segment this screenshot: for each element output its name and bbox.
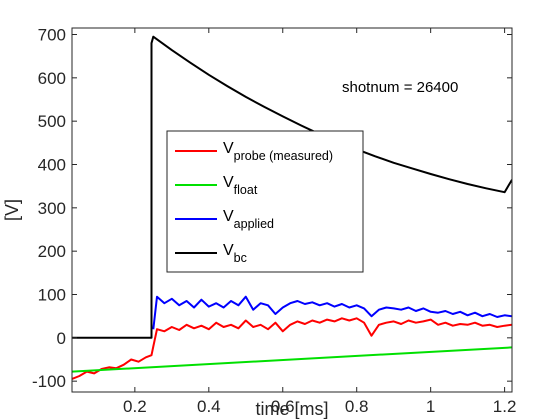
legend-box (166, 130, 364, 273)
y-tick-label: -100 (32, 372, 66, 391)
x-tick-label: 0.2 (123, 397, 147, 416)
ticks-layer: 0.2 0.4 0.6 0.8 1 1.2 -100 0 100 200 300 400 500 600 7… (32, 26, 516, 417)
series-line-probe (72, 317, 512, 380)
x-tick-label: 0.8 (345, 397, 369, 416)
y-tick-label: 200 (38, 242, 66, 261)
y-axis-label: [V] (2, 199, 22, 221)
x-tick-label: 1 (426, 397, 435, 416)
shotnum-annotation: shotnum = 26400 (342, 79, 458, 96)
legend-label-subscript: applied (234, 217, 274, 231)
x-axis-label: time [ms] (255, 399, 328, 419)
axes-layer (71, 27, 513, 393)
x-tick-label: 0.4 (197, 397, 221, 416)
x-tick-label: 1.2 (493, 397, 517, 416)
y-tick-label: 0 (57, 329, 66, 348)
legend-label-main: V (223, 208, 234, 225)
legend-label-probe: Vprobe (measured) (223, 140, 333, 163)
y-tick-label: 400 (38, 156, 66, 175)
y-tick-label: 300 (38, 199, 66, 218)
x-tick-label: 0.6 (271, 397, 295, 416)
legend-label-subscript: probe (measured) (234, 149, 333, 163)
axes-box (71, 27, 513, 393)
series-layer (72, 35, 512, 380)
legend-label-applied: Vapplied (223, 208, 274, 231)
y-tick-label: 100 (38, 286, 66, 305)
legend-label-float: Vfloat (223, 174, 258, 197)
legend-label-bc: Vbc (223, 242, 247, 265)
series-line-bc (72, 35, 512, 339)
legend-label-main: V (223, 242, 234, 259)
y-tick-label: 700 (38, 26, 66, 45)
y-tick-label: 600 (38, 69, 66, 88)
series-line-float (72, 346, 512, 373)
legend-label-subscript: float (234, 183, 258, 197)
series-line-applied (152, 295, 512, 330)
legend-label-main: V (223, 140, 234, 157)
legend-label-main: V (223, 174, 234, 191)
legend-label-subscript: bc (234, 251, 247, 265)
y-tick-label: 500 (38, 112, 66, 131)
